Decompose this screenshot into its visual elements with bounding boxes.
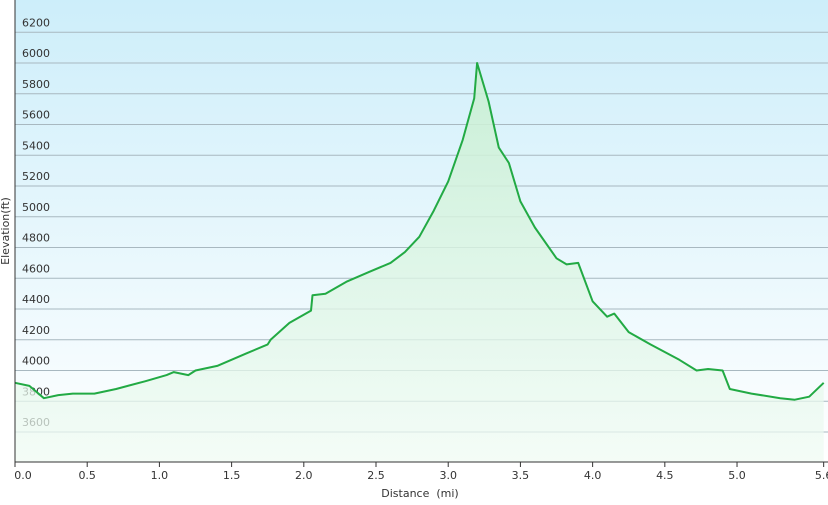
x-tick-label: 0.5 <box>78 469 96 482</box>
y-tick-label: 5000 <box>22 201 50 214</box>
x-tick-label: 3.0 <box>439 469 457 482</box>
y-tick-label: 5600 <box>22 109 50 122</box>
y-tick-label: 5800 <box>22 78 50 91</box>
x-axis-label: Distance (mi) <box>381 487 458 500</box>
x-tick-label: 3.5 <box>512 469 530 482</box>
y-tick-label: 6200 <box>22 16 50 29</box>
area-fill <box>15 63 824 462</box>
x-tick-label: 4.5 <box>656 469 674 482</box>
y-tick-label: 4200 <box>22 324 50 337</box>
y-tick-label: 5400 <box>22 139 50 152</box>
x-tick-label: 1.0 <box>151 469 169 482</box>
y-tick-label: 4600 <box>22 262 50 275</box>
x-tick-label: 5.0 <box>728 469 746 482</box>
y-axis-label: Elevation(ft) <box>0 197 12 265</box>
x-tick-label: 0.0 <box>14 469 32 482</box>
x-tick-label: 5.6 <box>815 469 828 482</box>
elevation-line <box>14 62 825 401</box>
y-tick-label: 4400 <box>22 293 50 306</box>
y-tick-label: 4000 <box>22 355 50 368</box>
y-tick-label: 4800 <box>22 232 50 245</box>
y-tick-label: 5200 <box>22 170 50 183</box>
x-tick-label: 1.5 <box>223 469 241 482</box>
x-tick-label: 4.0 <box>584 469 602 482</box>
y-tick-label: 6000 <box>22 47 50 60</box>
x-tick-label: 2.0 <box>295 469 313 482</box>
x-tick-label: 2.5 <box>367 469 385 482</box>
